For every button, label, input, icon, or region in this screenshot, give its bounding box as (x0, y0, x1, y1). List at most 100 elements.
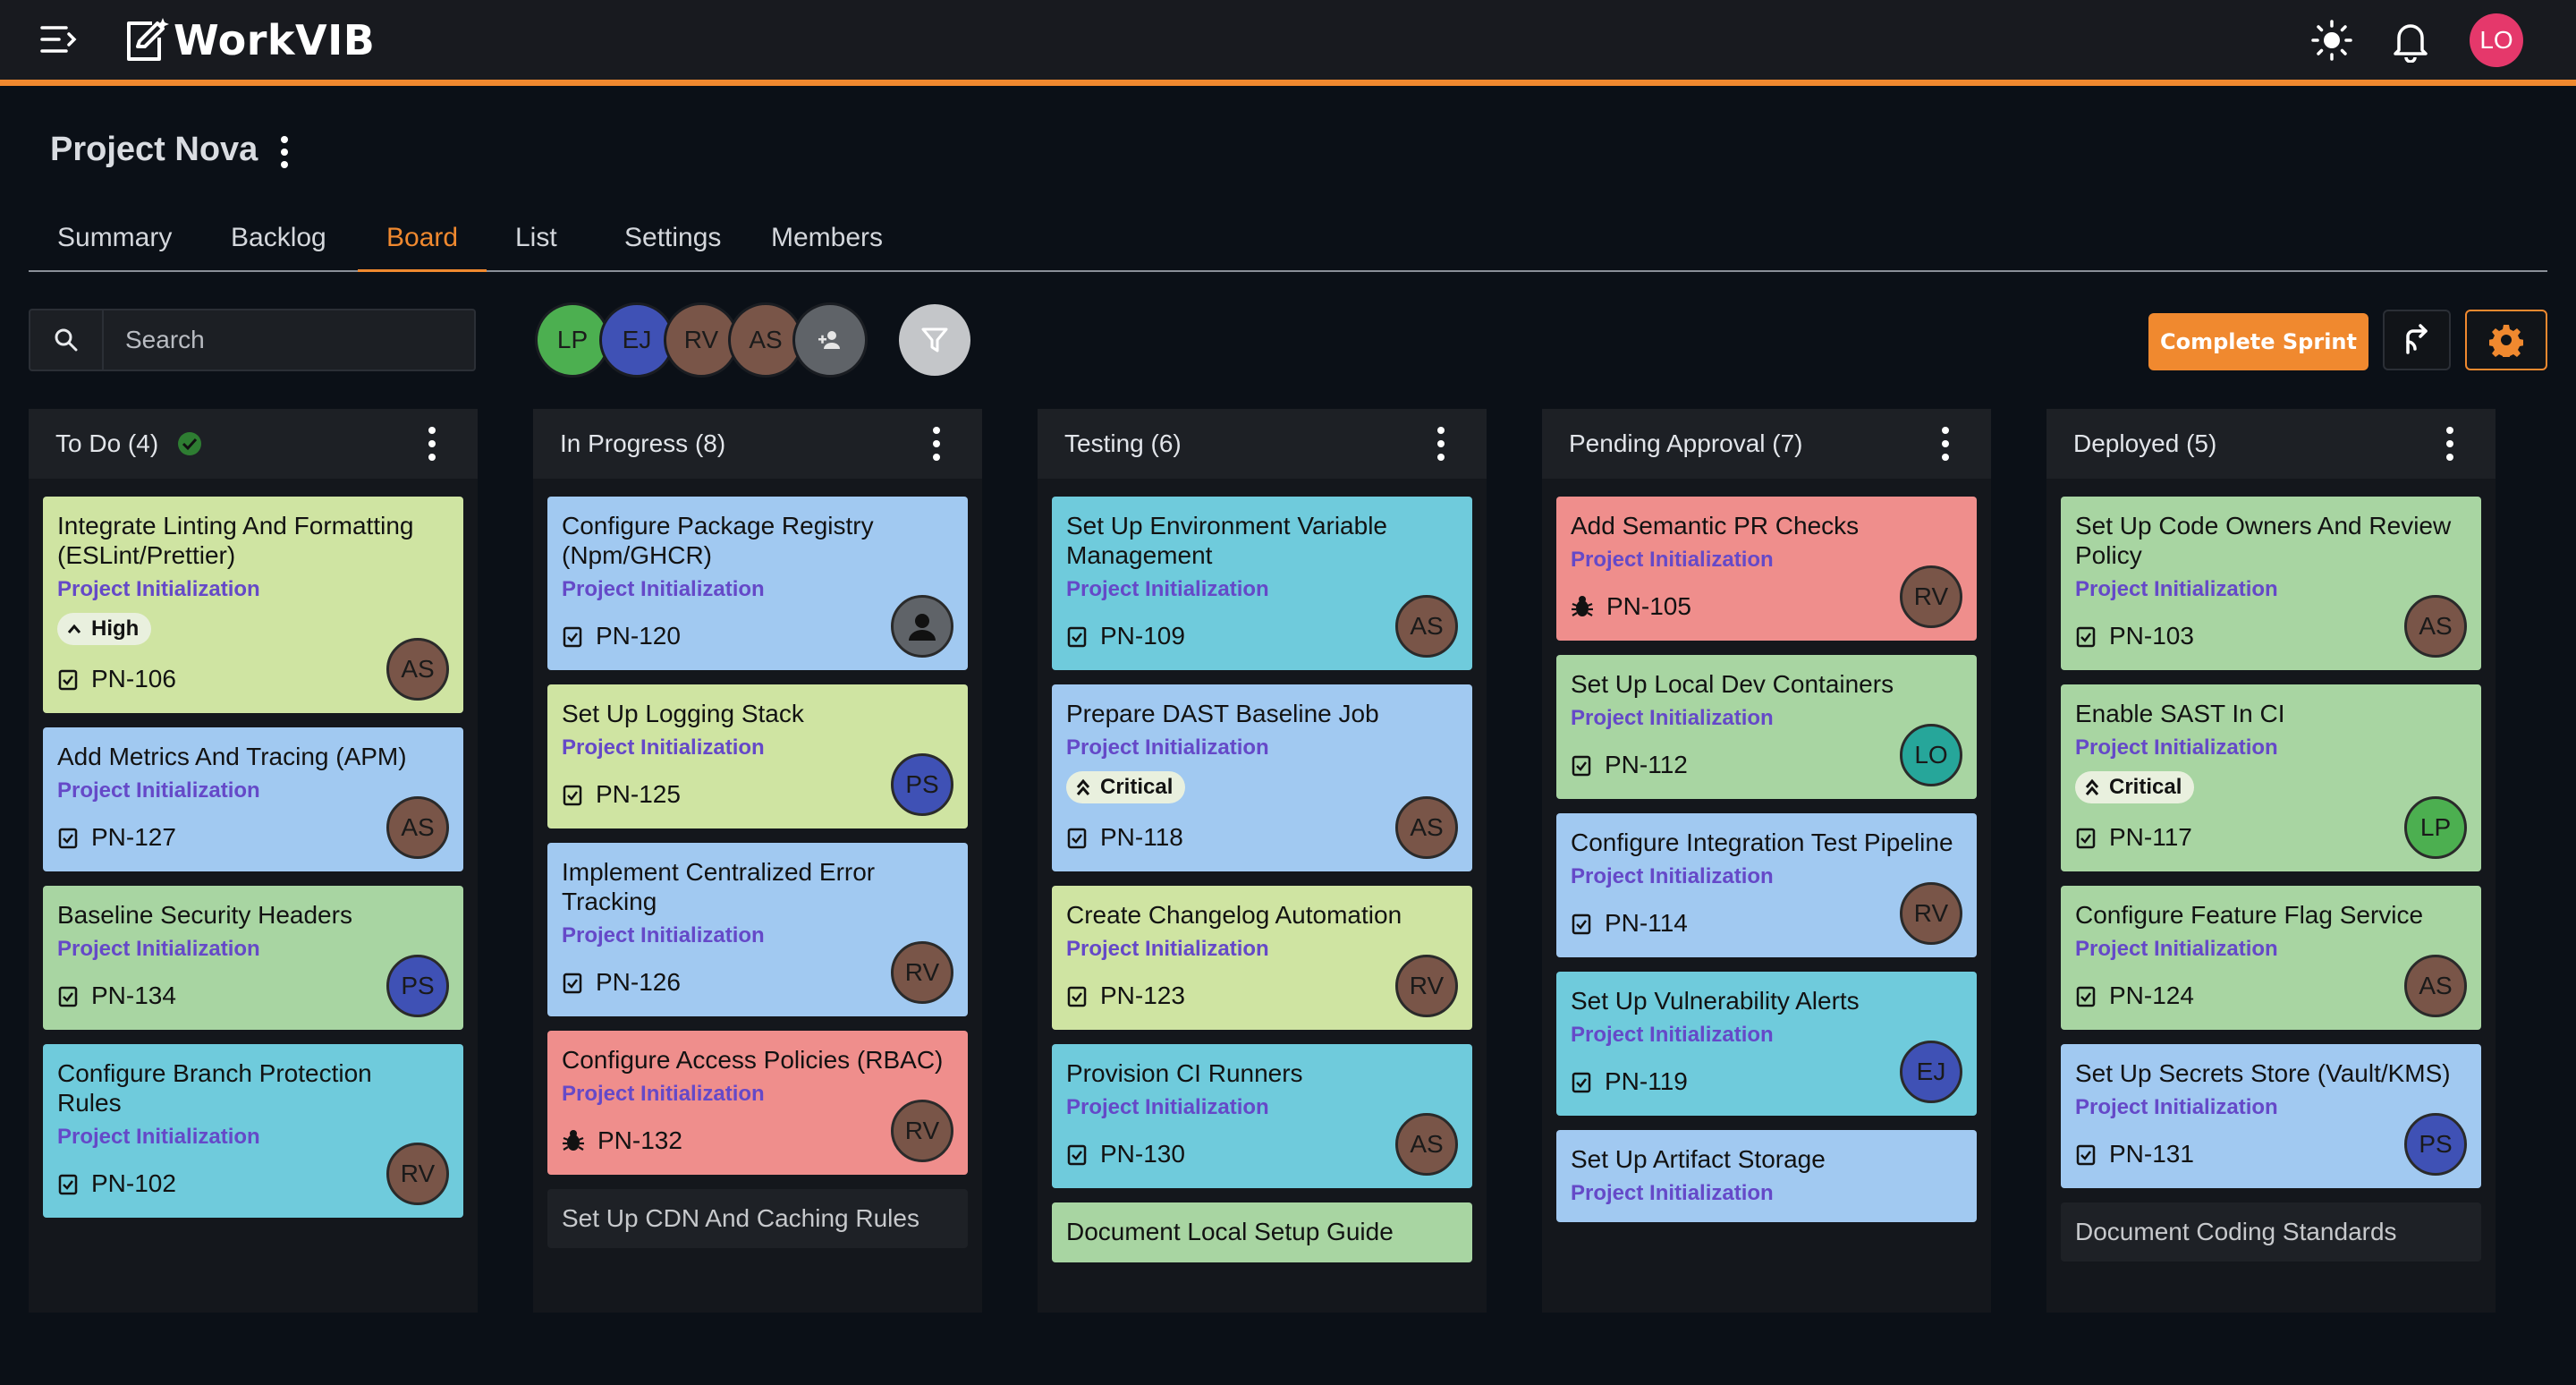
member-avatar-ej[interactable]: EJ (599, 302, 674, 378)
issue-card[interactable]: Add Semantic PR Checks Project Initializ… (1556, 497, 1977, 641)
issue-card[interactable]: Prepare DAST Baseline Job Project Initia… (1052, 684, 1472, 871)
issue-card[interactable]: Configure Branch Protection Rules Projec… (43, 1044, 463, 1218)
unassigned-avatar[interactable] (891, 595, 953, 658)
project-more-icon[interactable] (275, 134, 294, 170)
tab-settings[interactable]: Settings (624, 223, 722, 252)
add-member-button[interactable] (792, 302, 868, 378)
card-title: Set Up CDN And Caching Rules (562, 1204, 919, 1232)
assignee-avatar[interactable]: RV (1395, 955, 1458, 1017)
issue-card[interactable]: Configure Integration Test Pipeline Proj… (1556, 813, 1977, 957)
card-title: Integrate Linting And Formatting (ESLint… (57, 512, 414, 569)
assignee-avatar[interactable]: RV (891, 941, 953, 1004)
member-avatar-rv[interactable]: RV (664, 302, 739, 378)
issue-card[interactable]: Set Up Artifact Storage Project Initiali… (1556, 1130, 1977, 1222)
search-box (29, 309, 476, 371)
app-logo[interactable]: WorkVIB (122, 14, 375, 66)
column-more-icon[interactable] (426, 425, 438, 463)
issue-card[interactable]: Configure Access Policies (RBAC) Project… (547, 1031, 968, 1175)
column-title: To Do (4) (55, 429, 159, 457)
issue-card[interactable]: Enable SAST In CI Project Initialization… (2061, 684, 2481, 871)
card-title: Configure Integration Test Pipeline (1571, 828, 1953, 856)
ticket-id: PN-118 (1100, 823, 1183, 851)
issue-card[interactable]: Set Up Environment Variable Management P… (1052, 497, 1472, 670)
card-epic: Project Initialization (57, 577, 260, 601)
column-cards: Set Up Environment Variable Management P… (1038, 479, 1487, 1262)
column-more-icon[interactable] (930, 425, 943, 463)
issue-card[interactable]: Set Up CDN And Caching Rules (547, 1189, 968, 1248)
assignee-avatar[interactable]: RV (1900, 882, 1962, 945)
filter-icon (921, 327, 948, 353)
issue-card[interactable]: Add Metrics And Tracing (APM) Project In… (43, 727, 463, 871)
assignee-avatar[interactable]: PS (2404, 1113, 2467, 1176)
column-header: Deployed (5) (2046, 409, 2496, 479)
issue-card[interactable]: Configure Package Registry (Npm/GHCR) Pr… (547, 497, 968, 670)
done-check-icon (178, 432, 202, 455)
priority-badge: Critical (2075, 771, 2195, 803)
ticket-id: PN-130 (1100, 1140, 1185, 1168)
issue-card[interactable]: Set Up Code Owners And Review Policy Pro… (2061, 497, 2481, 670)
card-epic: Project Initialization (57, 1125, 260, 1149)
gear-icon (2489, 325, 2523, 357)
board-settings-button[interactable] (2465, 310, 2547, 370)
tab-members[interactable]: Members (771, 223, 884, 252)
search-input[interactable] (104, 310, 474, 370)
issue-card[interactable]: Document Coding Standards (2061, 1202, 2481, 1262)
tab-list[interactable]: List (515, 223, 557, 252)
theme-toggle-icon[interactable] (2309, 18, 2354, 63)
card-epic: Project Initialization (2075, 1095, 2278, 1119)
filter-button[interactable] (899, 304, 970, 376)
board-column-testing: Testing (6) Set Up Environment Variable … (1038, 409, 1487, 1313)
issue-card[interactable]: Set Up Local Dev Containers Project Init… (1556, 655, 1977, 799)
branch-view-button[interactable] (2383, 310, 2451, 370)
notifications-bell-icon[interactable] (2388, 18, 2433, 64)
assignee-avatar[interactable]: EJ (1900, 1041, 1962, 1103)
assignee-avatar[interactable]: RV (386, 1143, 449, 1205)
issue-card[interactable]: Baseline Security Headers Project Initia… (43, 886, 463, 1030)
column-more-icon[interactable] (1939, 425, 1952, 463)
card-title: Configure Access Policies (RBAC) (562, 1046, 944, 1074)
column-header: In Progress (8) (533, 409, 982, 479)
issue-card[interactable]: Integrate Linting And Formatting (ESLint… (43, 497, 463, 713)
search-icon (30, 310, 104, 370)
assignee-avatar[interactable]: AS (386, 796, 449, 859)
issue-card[interactable]: Implement Centralized Error Tracking Pro… (547, 843, 968, 1016)
user-avatar[interactable]: LO (2470, 13, 2523, 67)
card-epic: Project Initialization (2075, 735, 2278, 760)
issue-card[interactable]: Create Changelog Automation Project Init… (1052, 886, 1472, 1030)
assignee-avatar[interactable]: AS (2404, 955, 2467, 1017)
ticket-id: PN-120 (596, 622, 681, 650)
issue-card[interactable]: Document Local Setup Guide (1052, 1202, 1472, 1262)
assignee-avatar[interactable]: AS (2404, 595, 2467, 658)
issue-card[interactable]: Set Up Logging Stack Project Initializat… (547, 684, 968, 828)
assignee-avatar[interactable]: AS (1395, 796, 1458, 859)
tab-board[interactable]: Board (358, 220, 487, 272)
assignee-avatar[interactable]: LP (2404, 796, 2467, 859)
assignee-avatar[interactable]: LO (1900, 724, 1962, 786)
member-avatar-lp[interactable]: LP (535, 302, 610, 378)
task-icon (2076, 986, 2096, 1007)
bug-icon (1572, 596, 1593, 616)
assignee-avatar[interactable]: AS (1395, 595, 1458, 658)
assignee-avatar[interactable]: AS (386, 638, 449, 701)
column-more-icon[interactable] (1435, 425, 1447, 463)
tab-backlog[interactable]: Backlog (231, 223, 326, 252)
member-avatar-as[interactable]: AS (728, 302, 803, 378)
issue-card[interactable]: Provision CI Runners Project Initializat… (1052, 1044, 1472, 1188)
issue-card[interactable]: Set Up Vulnerability Alerts Project Init… (1556, 972, 1977, 1116)
tab-summary[interactable]: Summary (57, 223, 173, 252)
column-more-icon[interactable] (2444, 425, 2456, 463)
column-title: Pending Approval (7) (1569, 429, 1803, 457)
task-icon (58, 669, 78, 691)
assignee-avatar[interactable]: PS (386, 955, 449, 1017)
card-title: Document Coding Standards (2075, 1218, 2397, 1245)
issue-card[interactable]: Set Up Secrets Store (Vault/KMS) Project… (2061, 1044, 2481, 1188)
complete-sprint-button[interactable]: Complete Sprint (2148, 313, 2368, 370)
issue-card[interactable]: Configure Feature Flag Service Project I… (2061, 886, 2481, 1030)
menu-toggle-icon[interactable] (39, 23, 77, 55)
assignee-avatar[interactable]: RV (1900, 565, 1962, 628)
assignee-avatar[interactable]: AS (1395, 1113, 1458, 1176)
card-title: Configure Package Registry (Npm/GHCR) (562, 512, 874, 569)
card-title: Set Up Environment Variable Management (1066, 512, 1387, 569)
assignee-avatar[interactable]: RV (891, 1100, 953, 1162)
assignee-avatar[interactable]: PS (891, 753, 953, 816)
